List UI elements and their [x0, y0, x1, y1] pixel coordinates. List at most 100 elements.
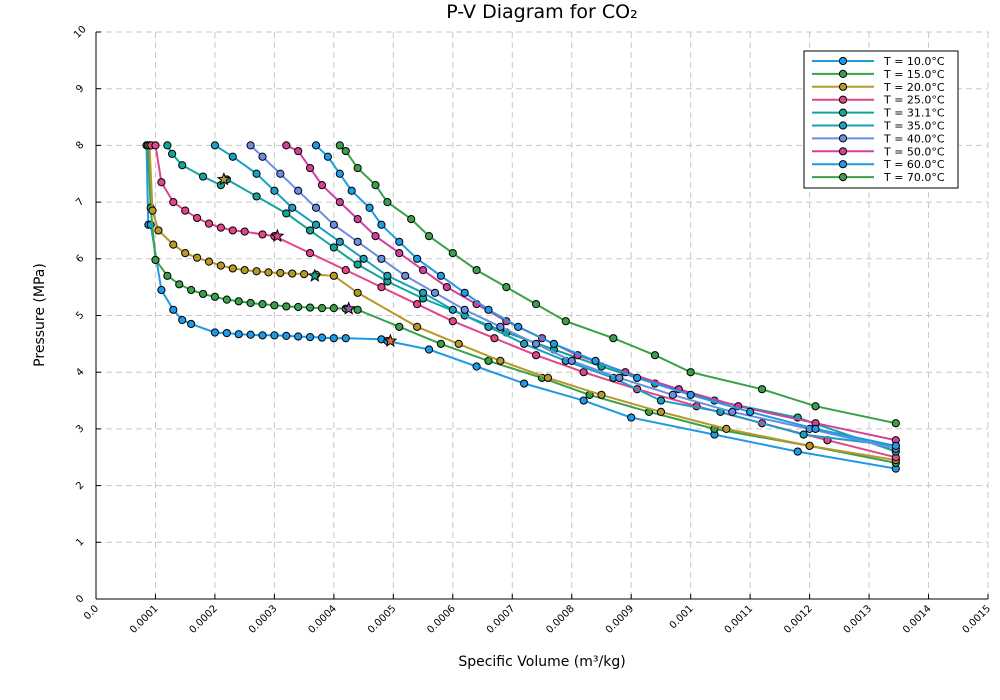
data-point — [442, 283, 451, 292]
data-point — [436, 271, 446, 280]
legend-marker — [838, 56, 848, 66]
legend-item: T = 70.0°C — [812, 171, 945, 184]
data-point — [520, 379, 529, 388]
data-point — [686, 390, 695, 399]
data-point — [288, 269, 297, 278]
data-point — [168, 149, 177, 159]
legend-item: T = 10.0°C — [812, 55, 945, 68]
data-point — [258, 152, 267, 161]
data-point — [811, 402, 820, 411]
data-point — [270, 301, 279, 310]
data-point — [288, 203, 297, 212]
y-tick-label: 4 — [74, 366, 86, 378]
x-tick-label: 0.0009 — [604, 603, 637, 636]
legend: T = 10.0°CT = 15.0°CT = 20.0°CT = 25.0°C… — [803, 50, 959, 189]
series-1 — [142, 141, 900, 473]
data-point — [228, 226, 237, 235]
data-point — [258, 331, 267, 340]
data-point — [728, 407, 737, 416]
data-point — [353, 260, 362, 269]
y-axis-title: Pressure (MPa) — [32, 263, 48, 367]
data-point — [353, 288, 362, 297]
data-point — [234, 330, 243, 339]
data-point — [240, 227, 249, 236]
data-point — [567, 356, 576, 365]
legend-marker — [838, 121, 848, 130]
data-point — [615, 373, 624, 382]
data-point — [722, 424, 731, 433]
legend-label: T = 35.0°C — [883, 120, 945, 133]
data-point — [154, 226, 163, 235]
data-point — [686, 368, 695, 377]
data-point — [258, 230, 267, 239]
data-point — [365, 203, 374, 212]
data-point — [148, 206, 157, 215]
x-tick-label: 0.0003 — [247, 603, 280, 636]
x-tick-label: 0.0 — [82, 603, 101, 622]
saturation-star-marker — [216, 172, 231, 186]
data-point — [811, 424, 820, 433]
data-point — [240, 266, 249, 275]
data-point — [484, 305, 493, 314]
data-point — [371, 232, 380, 241]
data-point — [353, 305, 362, 314]
data-point — [472, 362, 481, 371]
data-point — [448, 317, 457, 326]
data-point — [163, 141, 172, 150]
data-point — [799, 430, 808, 439]
y-tick-label: 0 — [74, 593, 86, 605]
data-point — [347, 186, 356, 195]
x-tick-label: 0.0014 — [901, 603, 934, 636]
data-point — [793, 447, 802, 456]
legend-marker — [838, 108, 848, 117]
data-point — [579, 368, 588, 377]
legend-label: T = 31.1°C — [883, 107, 945, 120]
data-point — [204, 257, 214, 266]
data-point — [300, 270, 309, 279]
legend-marker — [838, 173, 848, 182]
y-tick-label: 7 — [74, 196, 86, 208]
data-point — [514, 322, 523, 331]
data-point — [448, 305, 457, 314]
data-point — [157, 285, 166, 295]
data-point — [305, 332, 315, 342]
legend-label: T = 15.0°C — [883, 68, 945, 81]
data-point — [294, 186, 303, 195]
data-point — [305, 226, 315, 235]
legend-item: T = 50.0°C — [812, 145, 945, 158]
data-point — [335, 169, 344, 178]
data-point — [746, 407, 755, 416]
x-tick-label: 0.0013 — [842, 603, 875, 636]
legend-label: T = 70.0°C — [883, 171, 945, 184]
data-point — [163, 271, 172, 280]
data-point — [359, 254, 368, 263]
data-point — [520, 339, 529, 348]
data-point — [329, 220, 338, 229]
legend-label: T = 25.0°C — [883, 94, 945, 107]
data-point — [234, 297, 243, 306]
data-point — [270, 186, 279, 195]
data-point — [531, 300, 541, 309]
data-point — [270, 331, 279, 340]
data-point — [424, 232, 434, 241]
y-tick-label: 6 — [74, 253, 86, 265]
data-point — [294, 332, 303, 341]
data-point — [246, 330, 255, 339]
x-tick-label: 0.0008 — [544, 603, 577, 636]
data-point — [305, 303, 315, 312]
data-point — [305, 163, 315, 173]
data-point — [305, 249, 315, 258]
data-point — [192, 253, 202, 262]
data-point — [187, 319, 196, 329]
x-axis-ticks: 0.0 0.0001 0.0002 0.0003 0.0004 0.0005 0.0006 0… — [82, 594, 993, 636]
data-point — [228, 264, 237, 273]
data-point — [656, 396, 666, 405]
data-point — [169, 198, 178, 207]
data-point — [335, 237, 344, 246]
x-tick-label: 0.0006 — [425, 603, 458, 636]
data-point — [430, 288, 440, 297]
x-tick-label: 0.0005 — [366, 603, 399, 636]
data-point — [395, 237, 404, 246]
x-axis-title: Specific Volume (m³/kg) — [458, 654, 625, 670]
data-point — [252, 267, 261, 276]
